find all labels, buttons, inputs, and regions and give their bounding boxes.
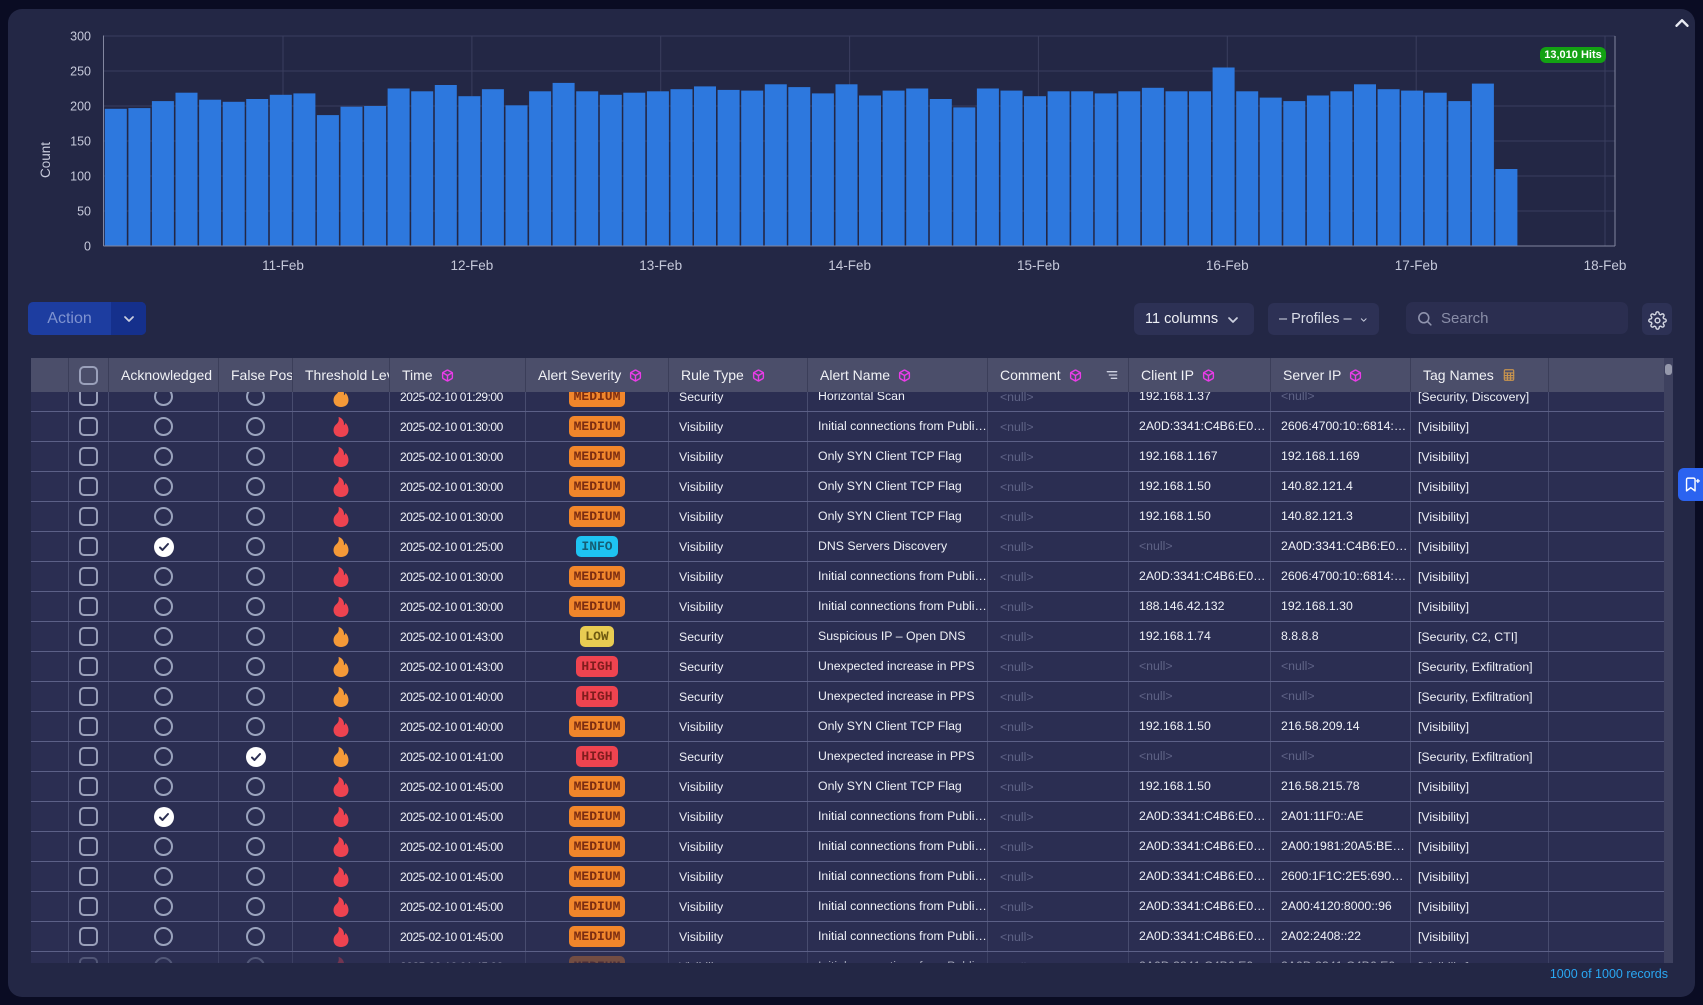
svg-text:17-Feb: 17-Feb bbox=[1395, 258, 1438, 273]
svg-text:250: 250 bbox=[70, 65, 91, 79]
svg-text:12-Feb: 12-Feb bbox=[451, 258, 494, 273]
svg-text:11-Feb: 11-Feb bbox=[262, 258, 304, 273]
svg-text:200: 200 bbox=[70, 100, 91, 114]
svg-text:15-Feb: 15-Feb bbox=[1017, 258, 1060, 273]
svg-text:0: 0 bbox=[84, 240, 91, 254]
svg-text:50: 50 bbox=[77, 205, 91, 219]
svg-text:300: 300 bbox=[70, 30, 91, 44]
svg-text:14-Feb: 14-Feb bbox=[828, 258, 871, 273]
svg-text:18-Feb: 18-Feb bbox=[1584, 258, 1627, 273]
svg-text:100: 100 bbox=[70, 170, 91, 184]
svg-text:Count: Count bbox=[38, 142, 53, 178]
svg-text:13-Feb: 13-Feb bbox=[639, 258, 682, 273]
svg-text:150: 150 bbox=[70, 135, 91, 149]
svg-text:16-Feb: 16-Feb bbox=[1206, 258, 1249, 273]
